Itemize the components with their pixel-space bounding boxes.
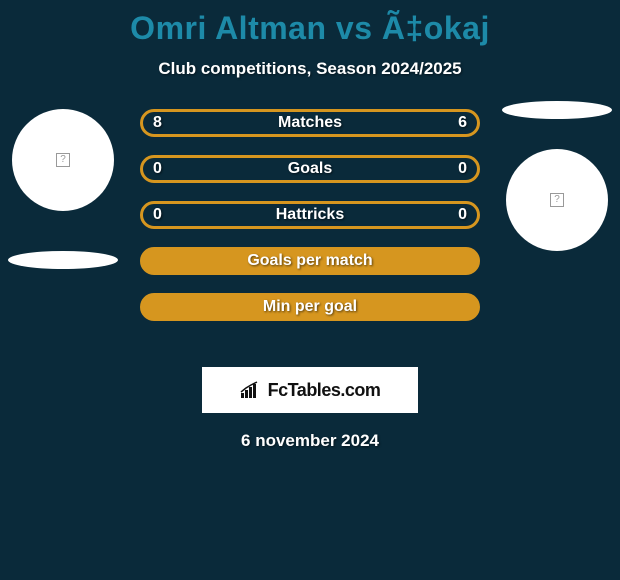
stat-label: Min per goal xyxy=(263,298,357,316)
brand-text: FcTables.com xyxy=(268,380,381,401)
stat-right-value: 0 xyxy=(458,206,467,224)
subtitle: Club competitions, Season 2024/2025 xyxy=(0,59,620,79)
stat-right-value: 6 xyxy=(458,114,467,132)
stat-label: Goals xyxy=(288,160,332,178)
player-right: ? xyxy=(502,149,612,251)
avatar-shadow-right xyxy=(502,101,612,119)
stat-row-min-per-goal: Min per goal xyxy=(140,293,480,321)
comparison-stage: ? 8 Matches 6 0 Goals 0 0 Hattricks 0 Go… xyxy=(0,109,620,359)
stat-left-value: 0 xyxy=(153,160,162,178)
stat-left-value: 0 xyxy=(153,206,162,224)
stat-right-value: 0 xyxy=(458,160,467,178)
stat-bars: 8 Matches 6 0 Goals 0 0 Hattricks 0 Goal… xyxy=(140,109,480,339)
stat-row-hattricks: 0 Hattricks 0 xyxy=(140,201,480,229)
stat-row-goals-per-match: Goals per match xyxy=(140,247,480,275)
stat-left-value: 8 xyxy=(153,114,162,132)
page-title: Omri Altman vs Ã‡okaj xyxy=(0,0,620,47)
stat-label: Goals per match xyxy=(247,252,372,270)
date-label: 6 november 2024 xyxy=(0,431,620,451)
brand-logo-icon xyxy=(240,381,262,399)
avatar-placeholder-icon: ? xyxy=(550,193,564,207)
avatar-shadow-left xyxy=(8,251,118,269)
stat-label: Hattricks xyxy=(276,206,344,224)
stat-row-matches: 8 Matches 6 xyxy=(140,109,480,137)
stat-row-goals: 0 Goals 0 xyxy=(140,155,480,183)
player-left: ? xyxy=(8,109,118,269)
avatar-right: ? xyxy=(506,149,608,251)
stat-label: Matches xyxy=(278,114,342,132)
avatar-left: ? xyxy=(12,109,114,211)
avatar-placeholder-icon: ? xyxy=(56,153,70,167)
brand-badge: FcTables.com xyxy=(202,367,418,413)
